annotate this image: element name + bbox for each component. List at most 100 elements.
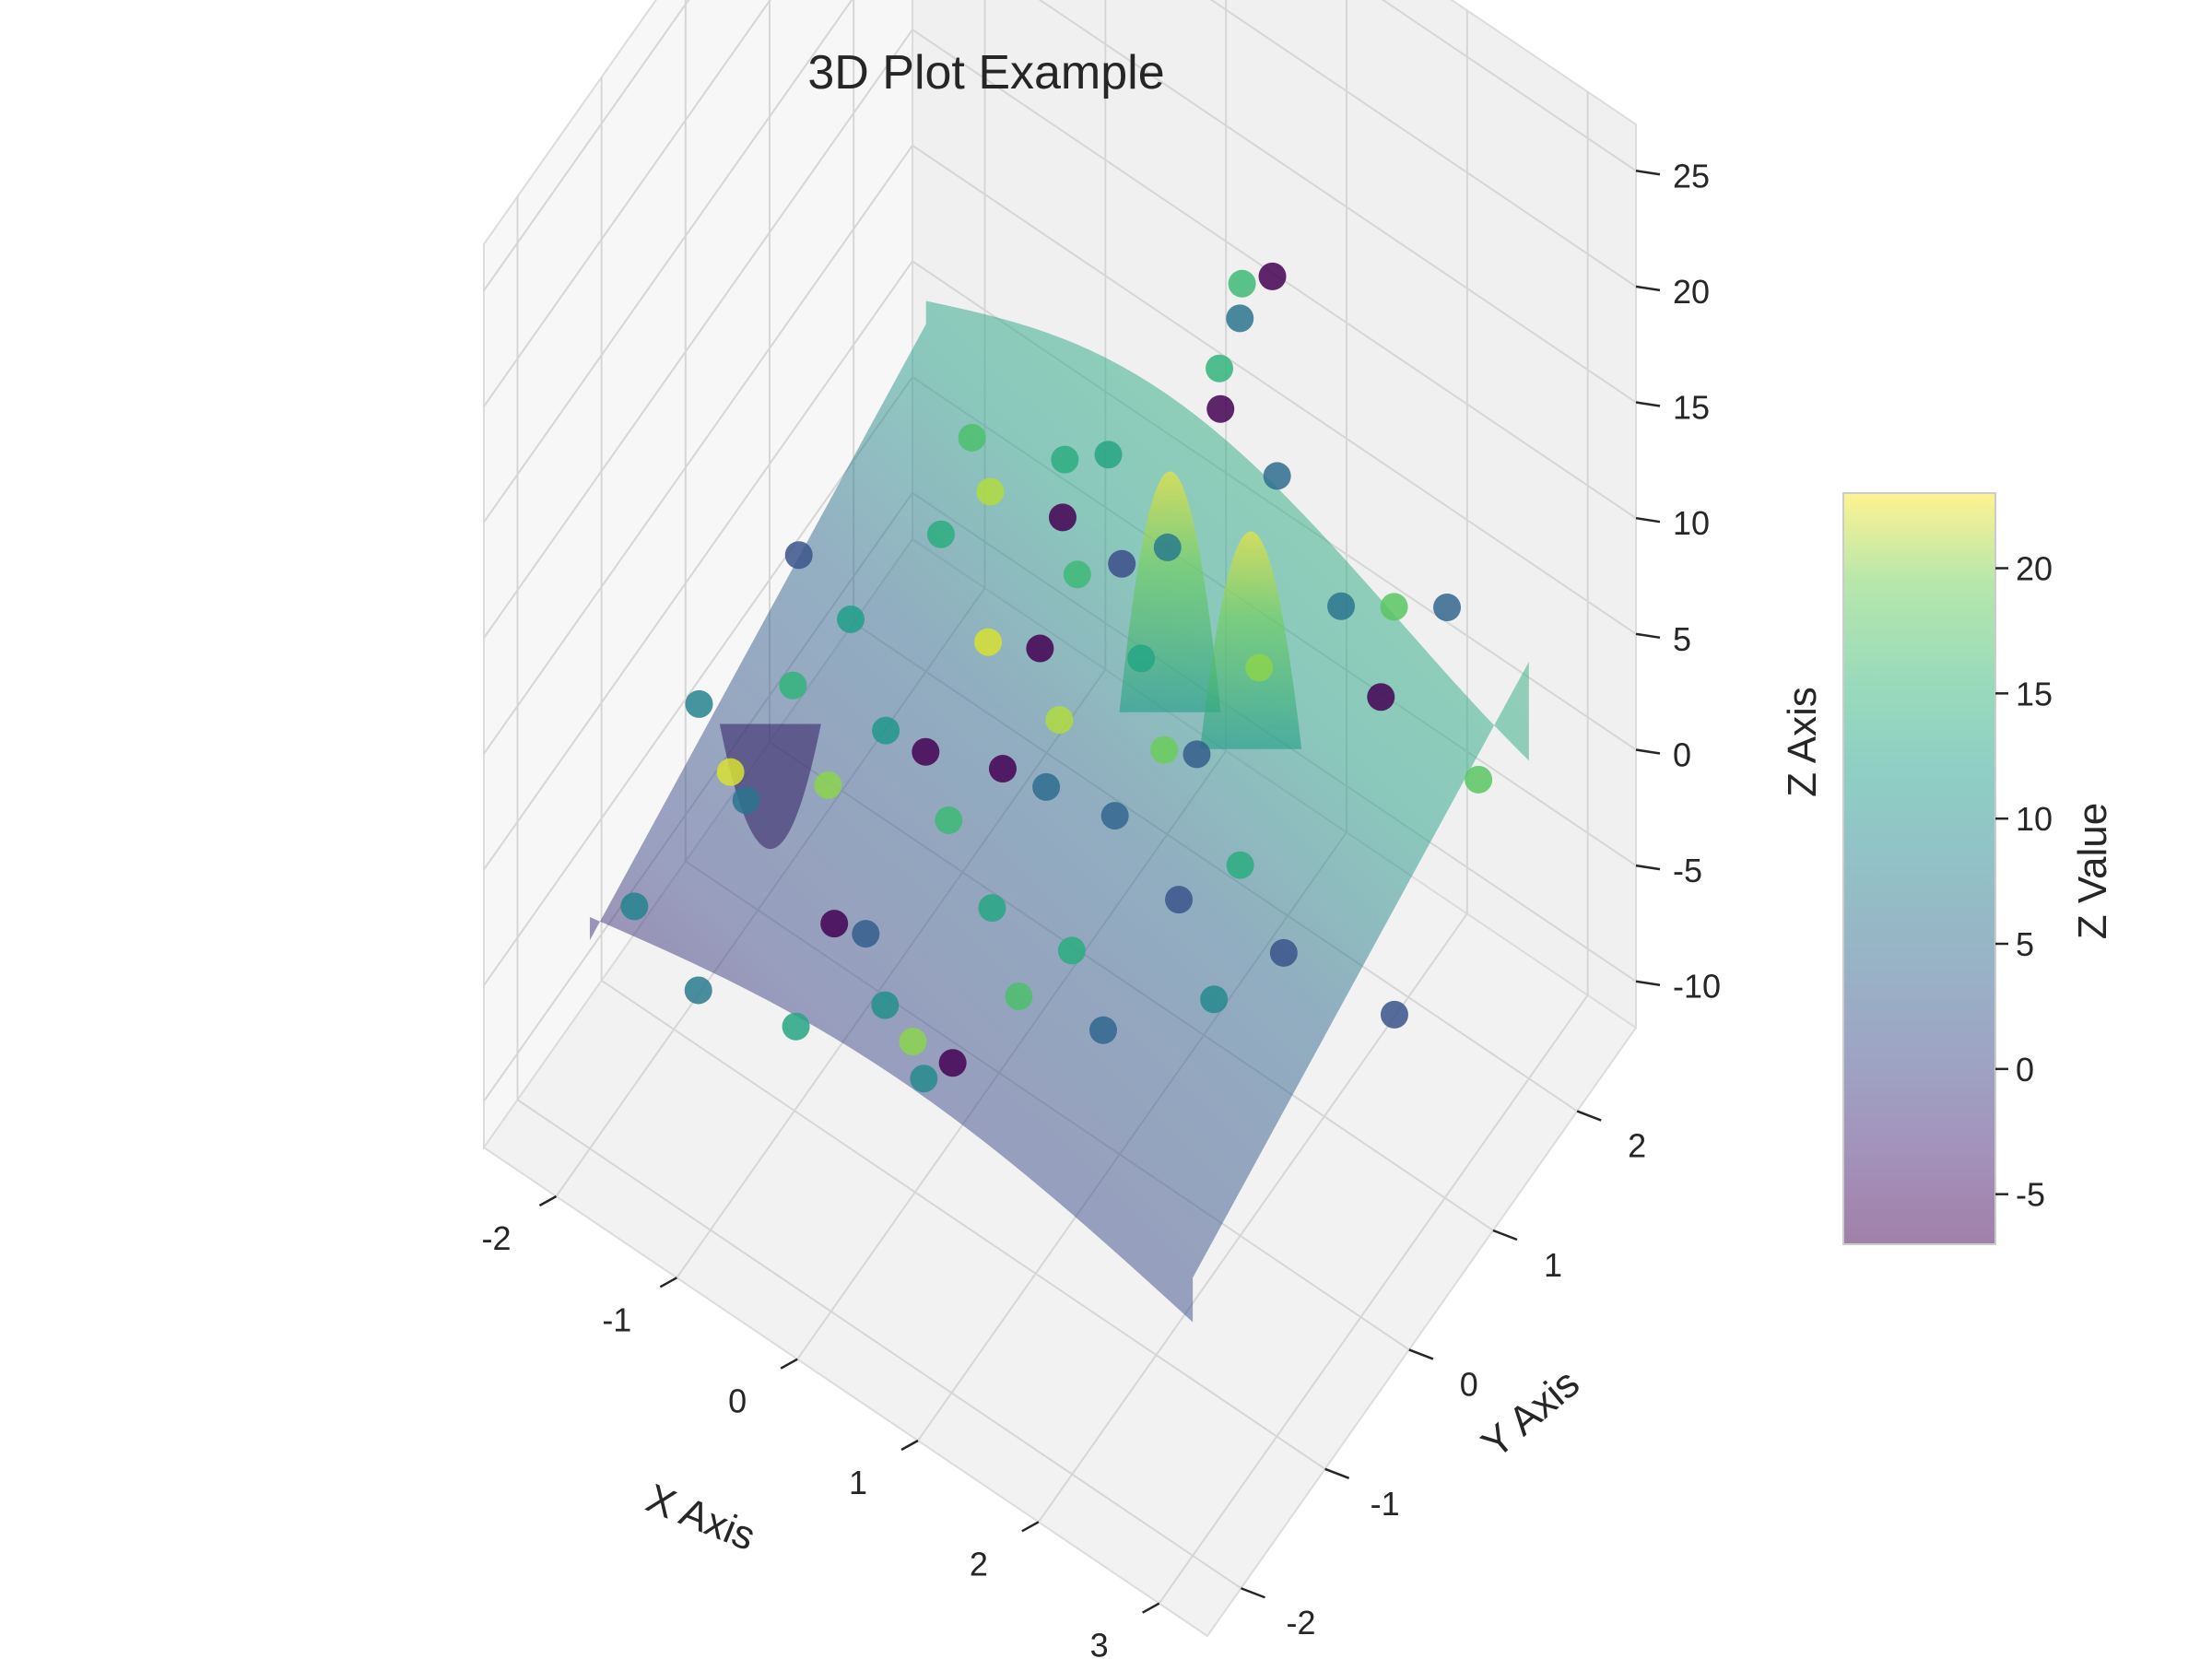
y-tick-label: -2 [1286, 1604, 1315, 1641]
scatter-point [935, 806, 963, 834]
colorbar-tick-label: 20 [2016, 550, 2053, 588]
z-tick-mark [1635, 632, 1661, 640]
scatter-point [974, 628, 1003, 656]
grid-line-z-left [483, 0, 690, 291]
scatter-point [976, 477, 1005, 506]
z-tick-label: -5 [1673, 852, 1702, 889]
scatter-point [814, 771, 842, 799]
z-tick-label: 10 [1673, 504, 1710, 542]
grid-line-z-back [1209, 0, 1637, 288]
scatter-point [1150, 735, 1179, 764]
z-tick-label: 15 [1673, 389, 1710, 427]
surface-plot [589, 300, 1529, 1323]
grid-line-z-back [1381, 0, 1637, 172]
scatter-point [1226, 304, 1254, 333]
scatter-point [910, 1065, 938, 1093]
scatter-point [684, 976, 712, 1005]
z-tick-label: -10 [1673, 968, 1721, 1006]
scatter-point [1206, 394, 1235, 423]
colorbar-gradient [1842, 492, 1996, 1245]
scatter-point [1005, 982, 1033, 1011]
x-tick-label: -2 [481, 1219, 511, 1257]
scatter-point [685, 689, 713, 718]
scatter-point [872, 716, 900, 745]
scatter-point [1327, 592, 1356, 620]
scatter-point [1094, 441, 1123, 469]
surface-sheet [589, 300, 1529, 1323]
z-tick-mark [1635, 980, 1661, 986]
x-tick-label: -1 [602, 1300, 631, 1338]
scatter-point [1165, 886, 1194, 914]
scatter-point [1433, 593, 1462, 621]
y-tick-mark [1408, 1348, 1434, 1360]
scatter-point [784, 541, 813, 570]
scatter-point [912, 737, 940, 766]
x-tick-mark [538, 1194, 558, 1207]
scatter-point [1465, 765, 1493, 794]
y-tick-label: 0 [1460, 1365, 1478, 1403]
colorbar-label: Z Value [2070, 803, 2115, 939]
z-tick-label: 0 [1673, 735, 1691, 773]
grid-line-z-left [483, 260, 913, 871]
scatter-point [732, 786, 760, 815]
scatter-point [958, 423, 986, 452]
colorbar-tick-label: 10 [2016, 800, 2053, 838]
scatter-point [926, 520, 955, 548]
scatter-point [1032, 772, 1061, 801]
z-tick-mark [1635, 748, 1661, 755]
y-tick-label: 1 [1544, 1246, 1562, 1284]
scatter-point [1258, 262, 1287, 290]
scatter-point [1057, 936, 1086, 965]
scatter-point [1206, 354, 1234, 382]
y-tick-mark [1492, 1229, 1518, 1241]
grid-line-z-left [483, 145, 913, 755]
scatter-point [1100, 802, 1129, 830]
x-axis-label: X Axis [641, 1476, 762, 1559]
scatter-point [716, 758, 745, 786]
grid-line-z-left [483, 0, 853, 524]
z-tick-label: 25 [1673, 157, 1710, 194]
scatter-point [782, 1012, 810, 1041]
scatter-points [620, 262, 1493, 1093]
scatter-point [1367, 683, 1395, 712]
scatter-point [938, 1049, 967, 1077]
grid-line-z-left [483, 29, 913, 639]
y-tick-mark [1324, 1467, 1350, 1479]
y-tick-mark [1241, 1587, 1265, 1599]
z-tick-label: 5 [1673, 620, 1691, 658]
x-tick-label: 3 [1090, 1627, 1109, 1659]
scatter-point [1269, 938, 1298, 967]
scatter-point [1051, 445, 1079, 474]
grid-line-z-left [483, 376, 913, 986]
z-tick-mark [1635, 401, 1661, 407]
colorbar-tick-label: 5 [2016, 925, 2034, 963]
colorbar-tick-label: 15 [2016, 675, 2053, 712]
scatter-point [871, 991, 900, 1019]
y-axis-label: Y Axis [1473, 1360, 1588, 1467]
grid-line-z-left [483, 0, 771, 407]
colorbar-tick-label: -5 [2016, 1176, 2045, 1214]
x-tick-label: 1 [849, 1464, 867, 1501]
scatter-point [1182, 740, 1211, 769]
x-tick-mark [900, 1439, 919, 1452]
scatter-point [1200, 985, 1229, 1014]
scatter-point [988, 755, 1017, 783]
grid-line-x-floor [1158, 994, 1589, 1605]
scatter-point [1228, 269, 1256, 298]
x-tick-mark [1142, 1602, 1160, 1614]
scatter-point [1380, 593, 1408, 621]
x-tick-label: 0 [728, 1382, 747, 1420]
scatter-point [1380, 1000, 1408, 1029]
z-tick-label: 20 [1673, 273, 1710, 311]
x-tick-mark [780, 1358, 798, 1370]
colorbar: -5 0 5 10 15 20 [1842, 492, 2053, 1245]
surface-peak-1 [1200, 531, 1302, 749]
z-tick-mark [1635, 170, 1661, 176]
scatter-point [899, 1028, 927, 1056]
scatter-point [837, 605, 865, 633]
scatter-point [1108, 549, 1136, 578]
scatter-point [820, 910, 849, 938]
z-tick-mark [1635, 285, 1661, 292]
